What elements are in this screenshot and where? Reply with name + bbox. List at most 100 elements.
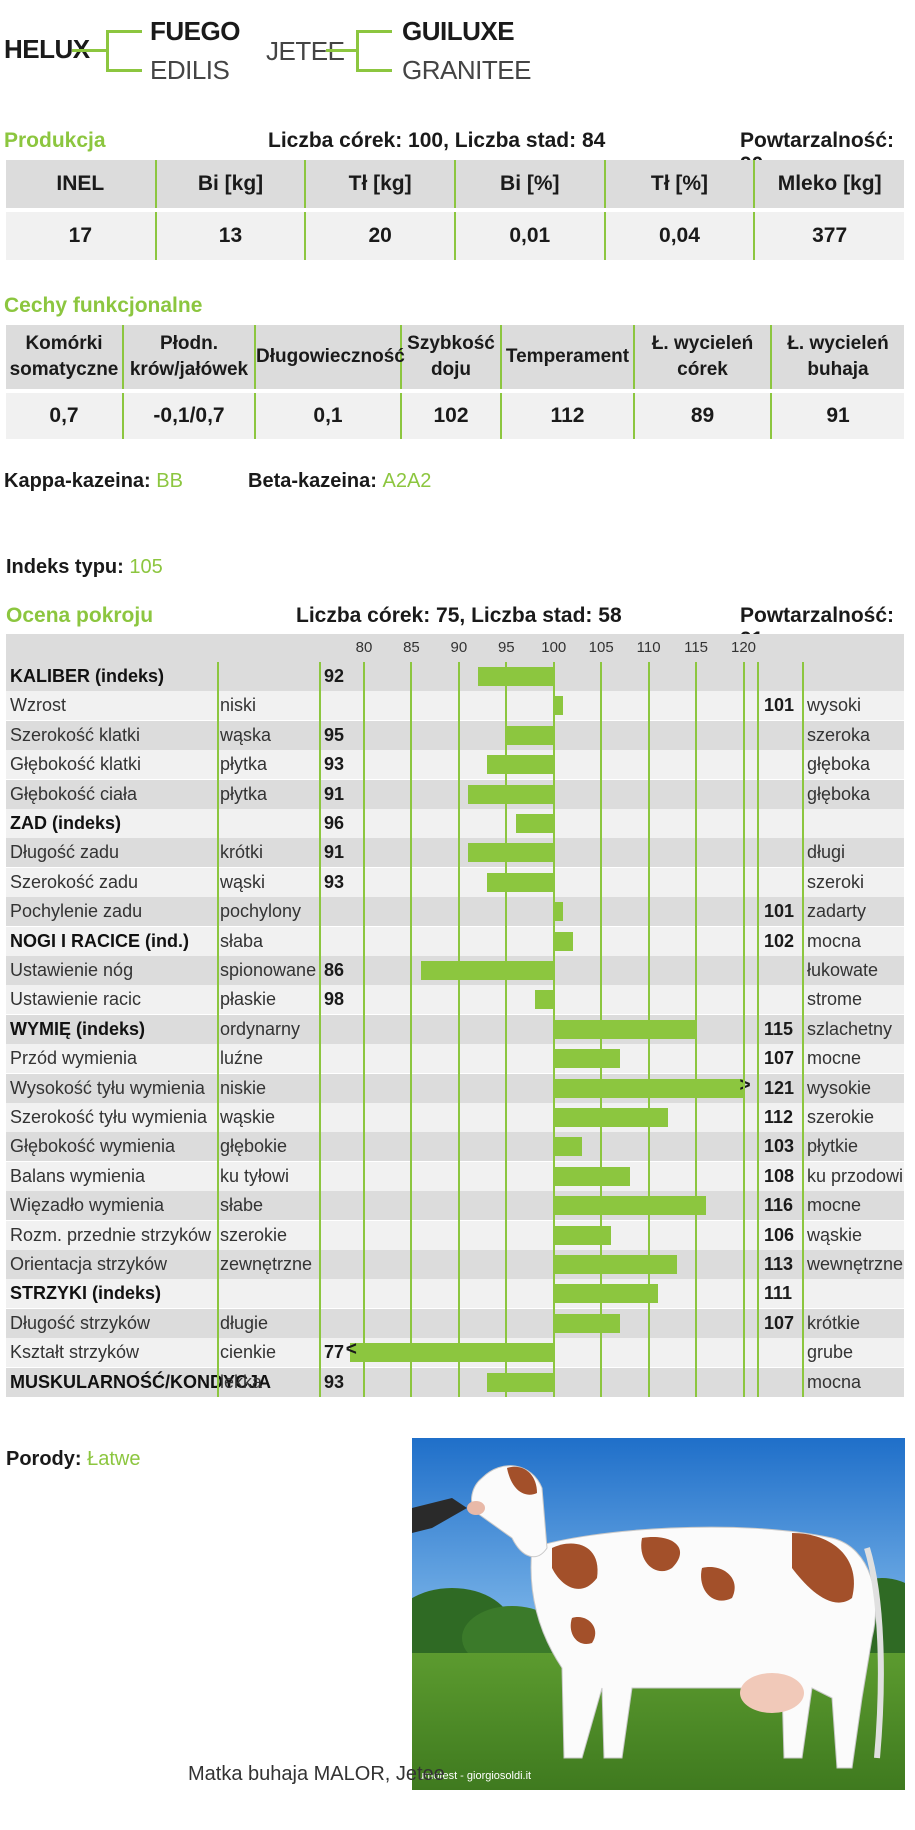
conformation-row: Długość strzyków długie 107 krótkie bbox=[6, 1308, 904, 1338]
functional-title: Cechy funkcjonalne bbox=[4, 294, 203, 317]
trait-name: Pochylenie zadu bbox=[10, 901, 143, 922]
trait-name: Głębokość wymienia bbox=[10, 1136, 176, 1157]
trait-low-label: pochylony bbox=[220, 901, 302, 922]
pedigree-connector bbox=[106, 30, 142, 33]
trait-low-label: długie bbox=[220, 1312, 269, 1333]
pedigree: HELUX FUEGO EDILIS JETEE GUILUXE GRANITE… bbox=[0, 0, 915, 100]
trait-value: 93 bbox=[324, 1371, 345, 1392]
grid-line bbox=[742, 662, 745, 1397]
trait-high-label: wysokie bbox=[807, 1077, 872, 1098]
trait-bar bbox=[553, 902, 564, 922]
trait-name: STRZYKI (indeks) bbox=[10, 1283, 162, 1304]
trait-name: ZAD (indeks) bbox=[10, 813, 122, 833]
trait-high-label: mocne bbox=[807, 1048, 862, 1069]
scale-tick-label: 110 bbox=[636, 639, 661, 656]
trait-high-label: zadarty bbox=[807, 901, 867, 922]
conformation-row: MUSKULARNOŚĆ/KONDYCJA lekka 93 mocna bbox=[6, 1367, 904, 1397]
trait-bar bbox=[487, 755, 554, 775]
pedigree-connector bbox=[326, 49, 358, 52]
functional-value: 89 bbox=[634, 393, 772, 439]
scale-tick-label: 85 bbox=[403, 639, 420, 656]
trait-value: 111 bbox=[764, 1283, 793, 1304]
trait-low-label: niski bbox=[220, 695, 257, 716]
conformation-row: Kształt strzyków cienkie 77 grube < bbox=[6, 1338, 904, 1368]
functional-value: 91 bbox=[771, 393, 904, 439]
functional-header: Ł. wycieleń buhaja bbox=[771, 325, 904, 389]
pedigree-dam-dam: GRANITEE bbox=[402, 55, 531, 85]
production-value: 20 bbox=[305, 212, 456, 260]
trait-low-label: wąski bbox=[220, 871, 266, 892]
production-header: Mleko [kg] bbox=[754, 160, 904, 208]
trait-name: Wysokość tyłu wymienia bbox=[10, 1077, 205, 1098]
conformation-chart: 80 85 90 95 100 105 110 115 120 KALIBER (indeks)… bbox=[6, 634, 904, 1398]
functional-table: Komórki somatyczne Płodn. krów/jałówek Dłu… bbox=[6, 325, 904, 439]
trait-high-label: szeroki bbox=[807, 871, 865, 892]
trait-name: Długość zadu bbox=[10, 842, 120, 863]
functional-value: -0,1/0,7 bbox=[123, 393, 256, 439]
trait-high-label: krótkie bbox=[807, 1312, 861, 1333]
production-header: Bi [%] bbox=[454, 160, 606, 208]
scale-tick-label: 100 bbox=[541, 639, 567, 656]
trait-value: 91 bbox=[324, 783, 345, 804]
trait-bar bbox=[553, 696, 564, 716]
conformation-title: Ocena pokroju bbox=[6, 604, 154, 627]
conformation-row: Szerokość tyłu wymienia wąskie 112 szerokie bbox=[6, 1103, 904, 1132]
trait-bar bbox=[553, 1108, 668, 1127]
trait-value: 95 bbox=[324, 724, 345, 745]
functional-value: 102 bbox=[401, 393, 502, 439]
grid-line bbox=[647, 662, 650, 1397]
pedigree-sire-sire: FUEGO bbox=[150, 16, 240, 46]
trait-value: 107 bbox=[764, 1048, 795, 1069]
production-value: 377 bbox=[754, 212, 904, 260]
trait-low-label: spionowane bbox=[220, 960, 317, 980]
trait-bar bbox=[553, 1166, 630, 1186]
trait-bar bbox=[468, 784, 554, 804]
pedigree-dam-sire: GUILUXE bbox=[402, 16, 515, 46]
pedigree-connector bbox=[72, 49, 108, 52]
trait-name: Więzadło wymienia bbox=[10, 1195, 165, 1216]
out-of-scale-marker: < bbox=[345, 1339, 357, 1361]
trait-value: 108 bbox=[764, 1165, 795, 1186]
functional-value: 112 bbox=[501, 393, 635, 439]
trait-value: 86 bbox=[324, 960, 345, 980]
trait-name: WYMIĘ (indeks) bbox=[10, 1018, 146, 1039]
production-header-row: INEL Bi [kg] Tł [kg] Bi [%] Tł [%] Mleko… bbox=[6, 160, 904, 208]
trait-high-label: wewnętrzne bbox=[807, 1254, 904, 1274]
trait-low-label: wąskie bbox=[220, 1107, 276, 1127]
trait-bar bbox=[553, 931, 573, 951]
trait-value: 103 bbox=[764, 1136, 795, 1157]
trait-name: MUSKULARNOŚĆ/KONDYCJA bbox=[10, 1371, 272, 1392]
trait-low-label: ku tyłowi bbox=[220, 1165, 290, 1186]
trait-name: Balans wymienia bbox=[10, 1165, 146, 1186]
trait-value: 115 bbox=[764, 1018, 794, 1039]
pedigree-connector bbox=[356, 30, 392, 33]
trait-bar bbox=[477, 667, 554, 686]
trait-high-label: strome bbox=[807, 989, 863, 1010]
trait-value: 92 bbox=[324, 666, 345, 686]
trait-name: Wzrost bbox=[10, 695, 66, 716]
grid-line bbox=[757, 662, 759, 1397]
trait-name: Długość strzyków bbox=[10, 1312, 151, 1333]
production-value: 0,01 bbox=[454, 212, 606, 260]
out-of-scale-marker: > bbox=[739, 1074, 751, 1096]
trait-name: Ustawienie racic bbox=[10, 989, 142, 1010]
trait-high-label: szerokie bbox=[807, 1107, 875, 1127]
conformation-row: Głębokość wymienia głębokie 103 płytkie bbox=[6, 1132, 904, 1162]
trait-bar bbox=[506, 725, 554, 745]
trait-name: Rozm. przednie strzyków bbox=[10, 1224, 212, 1245]
functional-header: Komórki somatyczne bbox=[6, 325, 124, 389]
trait-value: 116 bbox=[764, 1195, 794, 1216]
trait-low-label: płytka bbox=[220, 783, 268, 804]
trait-value: 106 bbox=[764, 1224, 795, 1245]
grid-line bbox=[457, 662, 460, 1397]
production-value: 0,04 bbox=[604, 212, 756, 260]
pedigree-sire-dam: EDILIS bbox=[150, 55, 230, 85]
production-value: 17 bbox=[6, 212, 157, 260]
trait-low-label: głębokie bbox=[220, 1136, 288, 1157]
conformation-row: Ustawienie racic płaskie 98 strome bbox=[6, 985, 904, 1015]
type-index-value: 105 bbox=[129, 556, 163, 578]
conformation-row: Przód wymienia luźne 107 mocne bbox=[6, 1044, 904, 1074]
scale-tick-label: 105 bbox=[588, 639, 614, 656]
grid-line bbox=[363, 662, 365, 1397]
production-header: INEL bbox=[6, 160, 157, 208]
